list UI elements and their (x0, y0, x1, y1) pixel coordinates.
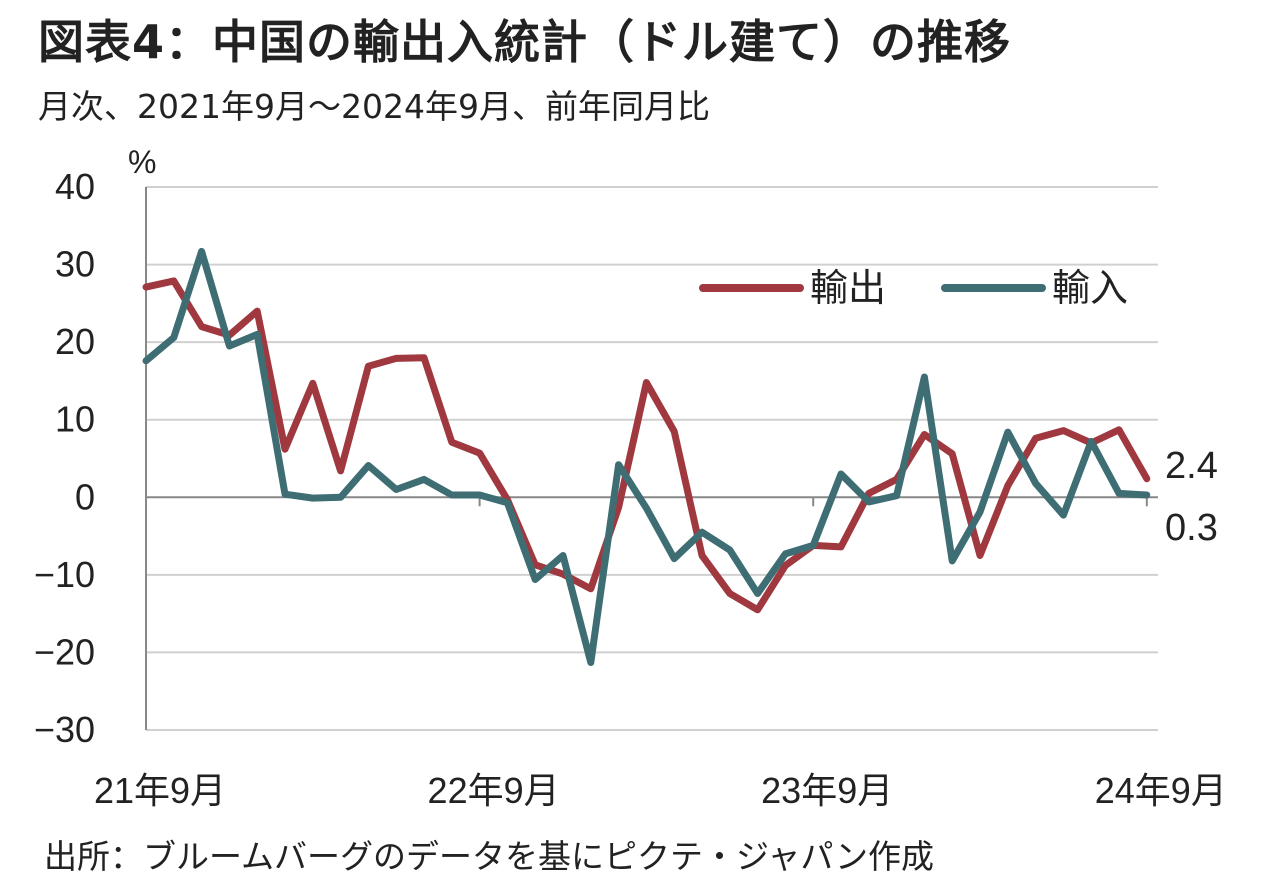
y-tick-label: 10 (55, 399, 95, 440)
y-tick-label: 20 (55, 321, 95, 362)
legend-label: 輸出 (810, 268, 886, 310)
y-tick-label: −30 (34, 709, 95, 750)
y-tick-label: 40 (55, 166, 95, 207)
x-tick-labels: 21年9月 22年9月 23年9月 24年9月 (94, 770, 1227, 811)
y-tick-label: −10 (34, 554, 95, 595)
gridlines (146, 186, 1158, 731)
x-tick-label: 22年9月 (428, 770, 560, 811)
series-line-輸入 (142, 247, 1151, 666)
y-tick-label: −20 (34, 631, 95, 672)
end-value-label: 0.3 (1165, 507, 1218, 549)
end-value-label: 2.4 (1165, 445, 1218, 487)
y-tick-label: 30 (55, 244, 95, 285)
chart-title: 図表4：中国の輸出入統計（ドル建て）の推移 (38, 15, 1012, 69)
legend-label: 輸入 (1052, 268, 1128, 310)
legend: 輸出 輸入 (699, 268, 1128, 310)
series-lines (142, 247, 1151, 666)
y-unit-label: % (128, 144, 156, 180)
axes (145, 187, 1158, 730)
series-line-輸出 (142, 277, 1151, 614)
y-tick-labels: 40 30 20 10 0 −10 −20 −30% (34, 144, 157, 750)
y-tick-label: 0 (75, 476, 95, 517)
x-tick-label: 23年9月 (761, 770, 893, 811)
x-tick-label: 21年9月 (94, 770, 226, 811)
chart-subtitle: 月次、2021年9月～2024年9月、前年同月比 (38, 87, 710, 126)
source-note: 出所：ブルームバーグのデータを基にピクテ・ジャパン作成 (44, 837, 935, 876)
end-value-labels: 2.40.3 (1165, 445, 1218, 549)
x-tick-label: 24年9月 (1095, 770, 1227, 811)
